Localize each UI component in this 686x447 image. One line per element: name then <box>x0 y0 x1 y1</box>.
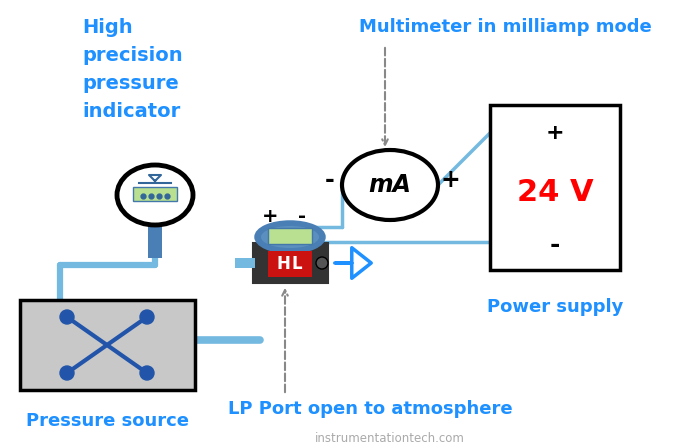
Text: instrumentationtech.com: instrumentationtech.com <box>315 432 465 445</box>
Text: -: - <box>549 233 560 257</box>
Circle shape <box>60 366 74 380</box>
Ellipse shape <box>342 150 438 220</box>
FancyBboxPatch shape <box>20 300 195 390</box>
Text: Power supply: Power supply <box>487 298 623 316</box>
Text: +: + <box>262 207 279 227</box>
FancyBboxPatch shape <box>148 223 162 258</box>
FancyArrowPatch shape <box>335 248 371 278</box>
Text: H: H <box>276 255 290 273</box>
Text: LP Port open to atmosphere: LP Port open to atmosphere <box>228 400 512 418</box>
FancyBboxPatch shape <box>268 228 312 244</box>
FancyBboxPatch shape <box>253 243 328 283</box>
FancyBboxPatch shape <box>268 251 312 277</box>
FancyBboxPatch shape <box>235 258 255 268</box>
Ellipse shape <box>256 222 324 252</box>
Text: Multimeter in milliamp mode: Multimeter in milliamp mode <box>359 18 652 36</box>
Text: +: + <box>440 168 460 192</box>
Text: L: L <box>292 255 303 273</box>
Circle shape <box>60 310 74 324</box>
FancyBboxPatch shape <box>490 105 620 270</box>
Circle shape <box>140 310 154 324</box>
Text: High
precision
pressure
indicator: High precision pressure indicator <box>82 18 182 121</box>
Circle shape <box>316 257 328 269</box>
Text: +: + <box>545 123 565 143</box>
Ellipse shape <box>117 165 193 225</box>
Ellipse shape <box>261 226 319 248</box>
Text: -: - <box>325 168 335 192</box>
Text: Pressure source: Pressure source <box>25 412 189 430</box>
Text: mA: mA <box>368 173 412 197</box>
Text: 24 V: 24 V <box>517 178 593 207</box>
Text: -: - <box>298 207 306 227</box>
Circle shape <box>140 366 154 380</box>
FancyBboxPatch shape <box>133 187 177 201</box>
